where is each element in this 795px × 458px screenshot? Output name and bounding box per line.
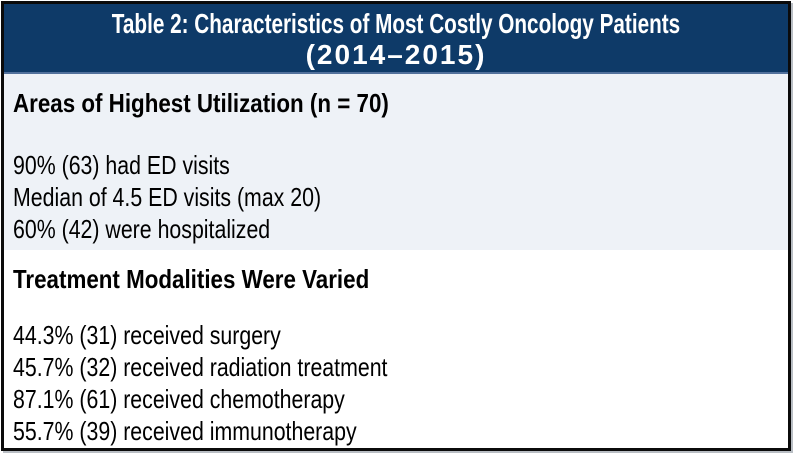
- table-row-ed-visits: 90% (63) had ED visits: [13, 150, 230, 180]
- table-title-band: Table 2: Characteristics of Most Costly …: [4, 4, 788, 74]
- section-treatment-header: Treatment Modalities Were Varied: [13, 264, 370, 294]
- section-utilization: Areas of Highest Utilization (n = 70) 90…: [4, 74, 788, 250]
- table-row-hospitalized: 60% (42) were hospitalized: [13, 214, 271, 244]
- table-row-radiation: 45.7% (32) received radiation treatment: [13, 352, 388, 382]
- section-treatment-modalities: Treatment Modalities Were Varied 44.3% (…: [4, 250, 788, 446]
- table-row-immunotherapy: 55.7% (39) received immunotherapy: [13, 416, 357, 446]
- section-utilization-header: Areas of Highest Utilization (n = 70): [13, 88, 389, 118]
- table-title-line1: Table 2: Characteristics of Most Costly …: [111, 8, 681, 39]
- table-row-chemotherapy: 87.1% (61) received chemotherapy: [13, 384, 345, 414]
- table-title-line2: (2014–2015): [305, 39, 487, 70]
- table-row-median-ed-visits: Median of 4.5 ED visits (max 20): [13, 182, 322, 212]
- table-row-surgery: 44.3% (31) received surgery: [13, 320, 281, 350]
- table-2-figure: Table 2: Characteristics of Most Costly …: [1, 1, 791, 451]
